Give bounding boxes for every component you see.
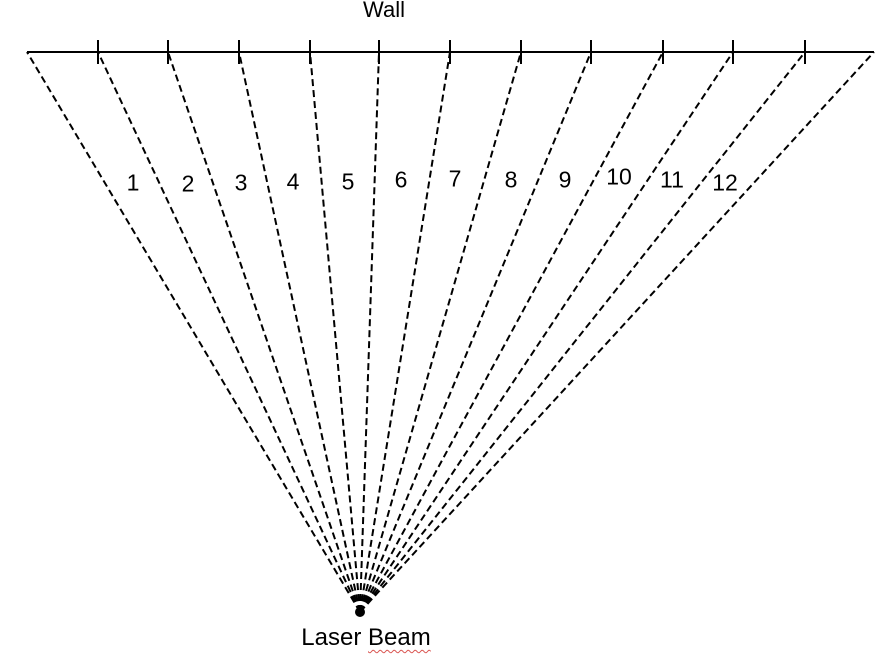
- laser-ray-11: [360, 52, 733, 612]
- laser-ray-3: [168, 52, 360, 612]
- zone-label-11: 11: [660, 167, 684, 194]
- laser-ray-4: [239, 52, 360, 612]
- laser-ray-6: [360, 52, 379, 612]
- laser-ray-9: [360, 52, 591, 612]
- zone-label-4: 4: [287, 169, 300, 196]
- laser-rays: [27, 52, 874, 612]
- zone-label-2: 2: [182, 171, 195, 198]
- laser-source-dot: [355, 607, 365, 617]
- laser-beam-label-first: Laser: [301, 624, 361, 651]
- laser-beam-label-second: Beam: [368, 624, 431, 651]
- zone-label-8: 8: [505, 167, 518, 194]
- zone-label-5: 5: [342, 169, 355, 196]
- laser-ray-5: [310, 52, 360, 612]
- wall-label: Wall: [363, 0, 405, 23]
- laser-ray-2: [98, 52, 360, 612]
- zone-label-9: 9: [559, 167, 572, 194]
- laser-ray-12: [360, 52, 805, 612]
- zone-label-6: 6: [395, 167, 408, 194]
- zone-label-10: 10: [606, 164, 632, 191]
- zone-label-3: 3: [235, 170, 248, 197]
- zone-label-12: 12: [712, 170, 738, 197]
- zone-label-1: 1: [127, 170, 140, 197]
- zone-label-7: 7: [449, 166, 462, 193]
- laser-ray-1: [27, 52, 360, 612]
- laser-ray-8: [360, 52, 521, 612]
- laser-beam-label: Laser Beam: [301, 624, 430, 652]
